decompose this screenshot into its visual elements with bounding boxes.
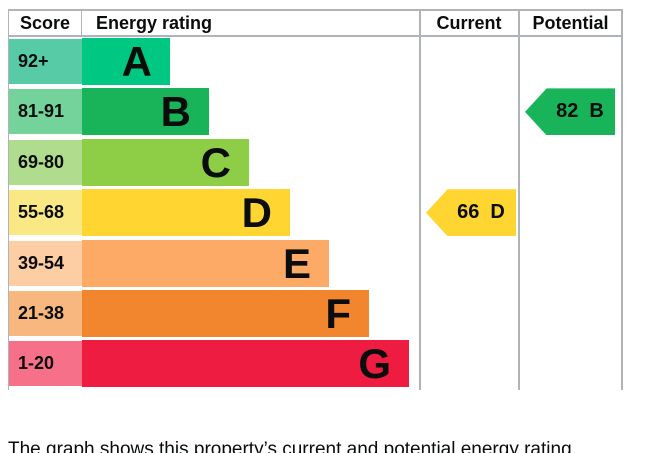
table-right-border <box>621 9 623 390</box>
header-potential-label: Potential <box>532 13 609 33</box>
band-letter: A <box>121 38 152 85</box>
band-score-cell: 69-80 <box>9 139 82 185</box>
band-bar: G <box>82 340 409 388</box>
band-score-cell: 21-38 <box>9 291 82 336</box>
band-score-cell: 92+ <box>9 39 82 84</box>
current-rating-value: 66 <box>457 201 480 224</box>
header-score-label: Score <box>19 13 71 33</box>
potential-rating-value: 82 <box>556 100 579 123</box>
current-rating-arrow: 66 D <box>426 189 516 237</box>
caption-text: The graph shows this property’s current … <box>8 439 577 453</box>
band-bar: F <box>82 290 369 337</box>
potential-rating-arrow: 82 B <box>525 88 615 136</box>
band-score-cell: 55-68 <box>9 190 82 236</box>
current-rating-letter: D <box>490 201 505 224</box>
band-letter: G <box>358 340 391 388</box>
band-bar: E <box>82 239 329 287</box>
band-letter: D <box>241 189 272 237</box>
band-bar: B <box>82 88 209 136</box>
band-bar: D <box>82 189 290 237</box>
band-score-cell: 39-54 <box>9 240 82 286</box>
potential-rating-letter: B <box>589 100 604 123</box>
header-current-label: Current <box>436 13 502 33</box>
header-energy-rating-label: Energy rating <box>96 13 213 33</box>
band-score-cell: 1-20 <box>9 341 82 387</box>
table-top-border <box>8 9 622 11</box>
band-letter: E <box>282 239 311 287</box>
band-letter: F <box>325 290 351 337</box>
potential-column-divider <box>518 9 520 390</box>
band-score-cell: 81-91 <box>9 89 82 135</box>
band-letter: B <box>160 88 191 136</box>
band-bar: C <box>82 138 249 186</box>
score-column-divider <box>81 9 82 37</box>
table-left-border <box>8 9 9 390</box>
band-bar: A <box>82 38 170 85</box>
header-underline <box>8 35 622 37</box>
current-column-divider <box>419 9 421 390</box>
band-letter: C <box>200 138 231 186</box>
